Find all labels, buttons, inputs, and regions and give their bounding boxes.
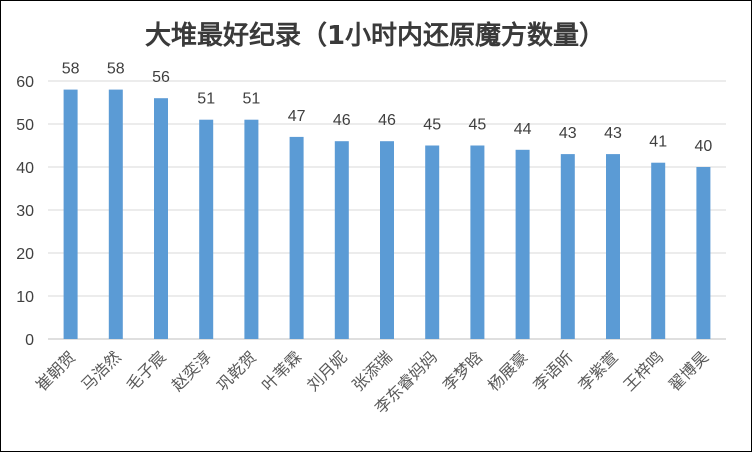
- data-label: 56: [152, 69, 170, 86]
- data-label: 46: [378, 112, 396, 129]
- data-label: 44: [514, 121, 532, 138]
- y-tick-label: 10: [16, 289, 34, 306]
- x-tick-label: 李紫萱: [574, 347, 621, 394]
- bar: [696, 167, 711, 339]
- data-label: 47: [288, 108, 306, 125]
- x-tick-label: 巩乾贺: [213, 347, 260, 394]
- data-label: 43: [559, 125, 577, 142]
- chart-title: 大堆最好纪录（1小时内还原魔方数量）: [145, 20, 605, 51]
- bar: [560, 154, 575, 339]
- bar: [63, 89, 78, 339]
- bar: [199, 119, 214, 339]
- bar: [289, 136, 304, 339]
- bar: [606, 154, 620, 339]
- data-label: 58: [62, 61, 80, 78]
- x-tick-label: 赵奕淳: [168, 347, 215, 394]
- x-tick-label: 崔朝贺: [32, 347, 79, 394]
- x-tick-label: 杨展豪: [484, 347, 531, 394]
- x-tick-label: 李语昕: [529, 347, 576, 394]
- x-tick-label: 毛子宸: [122, 347, 169, 394]
- data-label: 51: [197, 91, 215, 108]
- data-label: 41: [649, 134, 667, 151]
- x-tick-label: 刘月妮: [303, 347, 350, 394]
- data-label: 43: [604, 125, 622, 142]
- data-label: 45: [469, 117, 487, 134]
- x-axis-ticks: 崔朝贺马浩然毛子宸赵奕淳巩乾贺叶苇霖刘月妮张添瑞李东睿妈妈李梦晗杨展豪李语昕李紫…: [32, 347, 712, 417]
- x-tick-label: 李梦晗: [439, 347, 486, 394]
- data-label: 45: [423, 117, 441, 134]
- bar: [470, 145, 485, 339]
- data-labels: 58 58 56 51 51 47 46 46 45 45 44 43 43 41 40: [62, 61, 713, 155]
- y-axis-ticks: 0 10 20 30 40 50 60: [16, 74, 34, 349]
- bar: [108, 89, 123, 339]
- bar: [380, 141, 394, 339]
- y-tick-label: 50: [16, 117, 34, 134]
- y-tick-label: 40: [16, 160, 34, 177]
- bar: [154, 98, 168, 339]
- bar: [515, 149, 530, 339]
- data-label: 58: [107, 61, 125, 78]
- data-label: 40: [695, 138, 713, 155]
- data-label: 46: [333, 112, 351, 129]
- bars: [63, 89, 711, 339]
- x-tick-label: 叶苇霖: [258, 347, 305, 394]
- x-tick-label: 王梓鸣: [620, 347, 667, 394]
- bar: [334, 141, 349, 339]
- x-tick-label: 翟博昊: [665, 347, 712, 394]
- y-tick-label: 20: [16, 246, 34, 263]
- x-tick-label: 马浩然: [77, 347, 124, 394]
- y-tick-label: 0: [25, 332, 34, 349]
- y-tick-label: 30: [16, 203, 34, 220]
- y-tick-label: 60: [16, 74, 34, 91]
- bar: [425, 145, 440, 339]
- bar: [244, 119, 259, 339]
- data-label: 51: [243, 91, 261, 108]
- bar: [651, 162, 666, 339]
